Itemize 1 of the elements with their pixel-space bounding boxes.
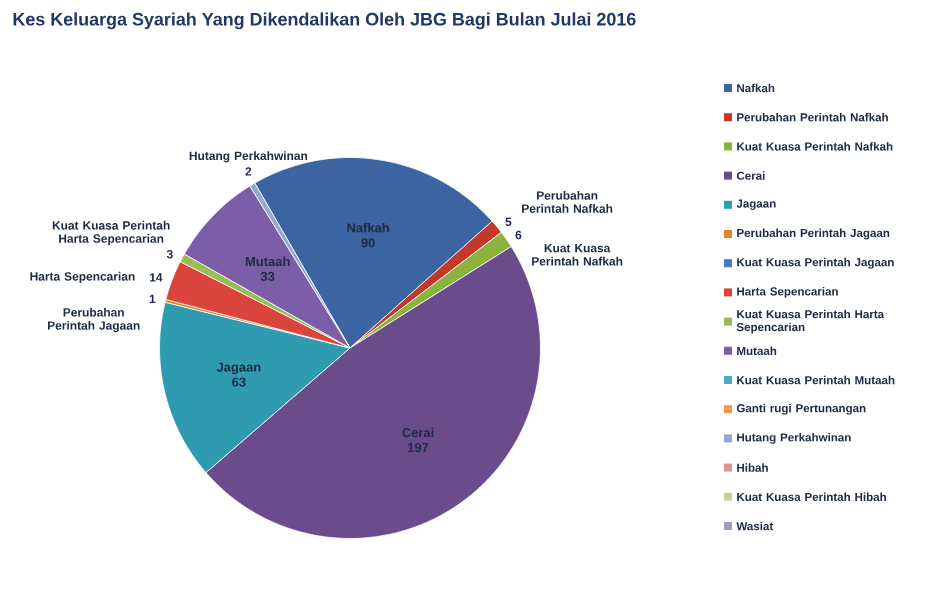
- chart-title: Kes Keluarga Syariah Yang Dikendalikan Oleh JBG Bagi Bulan Julai 2016: [13, 12, 636, 30]
